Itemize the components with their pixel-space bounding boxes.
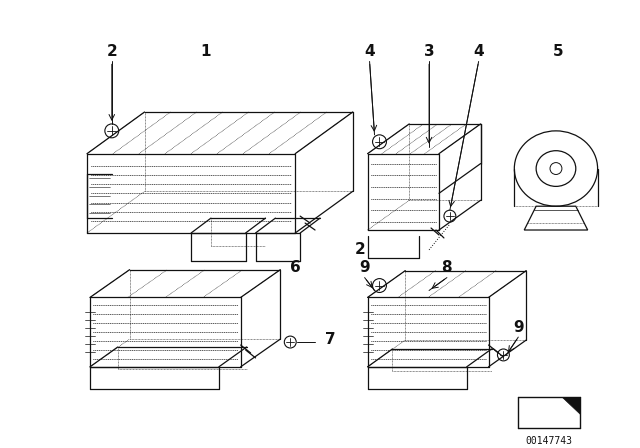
- Text: 5: 5: [552, 44, 563, 59]
- Polygon shape: [562, 396, 580, 414]
- Text: 9: 9: [513, 320, 524, 335]
- Text: 1: 1: [201, 44, 211, 59]
- Text: 4: 4: [474, 44, 484, 59]
- Text: 6: 6: [290, 260, 301, 275]
- Text: 2: 2: [106, 44, 117, 59]
- Text: 00147743: 00147743: [525, 436, 573, 446]
- Text: 4: 4: [364, 44, 375, 59]
- Text: 8: 8: [442, 260, 452, 275]
- Text: 2: 2: [355, 242, 365, 257]
- Text: 7: 7: [325, 332, 335, 347]
- Text: 3: 3: [424, 44, 435, 59]
- Text: 9: 9: [359, 260, 370, 275]
